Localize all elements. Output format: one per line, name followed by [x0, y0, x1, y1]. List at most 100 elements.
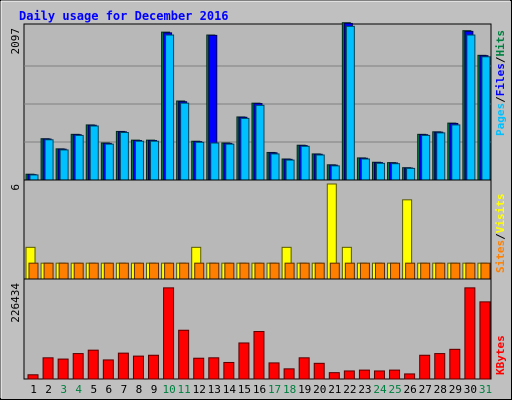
x-tick-label-day-12: 12 — [193, 383, 206, 396]
x-tick-label-day-26: 26 — [404, 383, 417, 396]
bar-kbytes-day-6 — [102, 359, 114, 380]
bar-pages-day-23 — [360, 158, 370, 181]
bar-sites-day-24 — [374, 262, 385, 280]
legend-kbytes: KBytes — [494, 335, 507, 375]
bar-pages-day-5 — [89, 125, 99, 181]
bar-sites-day-31 — [480, 262, 491, 280]
bar-pages-day-17 — [270, 153, 280, 181]
x-tick-label-day-27: 27 — [419, 383, 432, 396]
bar-pages-day-12 — [195, 141, 205, 181]
bar-pages-day-14 — [225, 143, 235, 181]
panel-top-ymax-label: 2097 — [9, 28, 22, 55]
x-tick-label-day-3: 3 — [60, 383, 67, 396]
bar-pages-day-24 — [375, 162, 385, 181]
legend-separator: / — [494, 96, 507, 103]
bar-kbytes-day-8 — [132, 355, 144, 380]
x-tick-label-day-21: 21 — [328, 383, 341, 396]
bar-sites-day-15 — [239, 262, 250, 280]
bar-pages-day-19 — [300, 145, 310, 181]
x-tick-label-day-8: 8 — [136, 383, 143, 396]
x-tick-label-day-29: 29 — [449, 383, 462, 396]
x-tick-label-day-15: 15 — [238, 383, 251, 396]
panel-bot: 226434 KBytes — [9, 278, 507, 380]
x-tick-label-day-10: 10 — [162, 383, 175, 396]
bar-kbytes-day-13 — [208, 357, 220, 380]
bar-kbytes-day-20 — [313, 362, 325, 380]
bar-sites-day-5 — [88, 262, 99, 280]
bar-pages-day-16 — [255, 104, 265, 181]
x-tick-label-day-24: 24 — [373, 383, 387, 396]
bar-sites-day-20 — [314, 262, 325, 280]
bar-sites-day-27 — [420, 262, 431, 280]
bar-sites-day-16 — [254, 262, 265, 280]
bar-kbytes-day-28 — [434, 353, 446, 380]
panel-mid-legend: Sites/Visits — [494, 194, 507, 274]
bar-kbytes-day-2 — [42, 357, 54, 380]
bar-sites-day-17 — [269, 262, 280, 280]
bar-pages-day-8 — [134, 140, 144, 181]
bar-kbytes-day-9 — [148, 354, 160, 380]
chart-panels: 2097Pages/Files/Hits6Sites/Visits226434K… — [9, 22, 507, 380]
bar-sites-day-7 — [118, 262, 129, 280]
x-tick-label-day-9: 9 — [151, 383, 158, 396]
bar-pages-day-15 — [240, 117, 250, 181]
bar-pages-day-7 — [119, 132, 129, 181]
bar-pages-day-30 — [466, 34, 476, 181]
legend-files: Files — [494, 63, 507, 96]
bar-pages-day-27 — [421, 134, 431, 181]
bar-sites-day-30 — [465, 262, 476, 280]
bar-kbytes-day-7 — [117, 352, 129, 380]
bar-pages-day-22 — [345, 25, 355, 181]
x-tick-label-day-2: 2 — [45, 383, 52, 396]
bar-pages-day-3 — [59, 149, 69, 181]
bar-pages-day-25 — [391, 163, 401, 181]
bar-sites-day-8 — [133, 262, 144, 280]
bar-sites-day-25 — [390, 262, 401, 280]
bar-pages-day-11 — [180, 102, 190, 181]
bar-pages-day-18 — [285, 159, 295, 181]
bar-sites-day-26 — [405, 262, 416, 280]
x-tick-label-day-16: 16 — [253, 383, 266, 396]
bar-pages-day-1 — [29, 174, 39, 181]
bar-pages-day-13 — [210, 142, 220, 181]
bar-kbytes-day-11 — [178, 329, 190, 380]
bar-sites-day-19 — [299, 262, 310, 280]
x-tick-label-day-1: 1 — [30, 383, 37, 396]
legend-separator: / — [494, 56, 507, 63]
x-tick-label-day-11: 11 — [178, 383, 191, 396]
bar-kbytes-day-12 — [193, 357, 205, 380]
bar-kbytes-day-17 — [268, 362, 280, 380]
bar-kbytes-day-14 — [223, 361, 235, 380]
bar-sites-day-29 — [450, 262, 461, 280]
bar-sites-day-11 — [179, 262, 190, 280]
bar-sites-day-14 — [224, 262, 235, 280]
bar-kbytes-day-18 — [283, 368, 295, 380]
bar-sites-day-9 — [149, 262, 160, 280]
bar-pages-day-4 — [74, 134, 84, 181]
legend-separator: / — [494, 233, 507, 240]
legend-hits: Hits — [494, 30, 507, 57]
x-tick-label-day-30: 30 — [464, 383, 477, 396]
bar-kbytes-day-1 — [27, 374, 39, 380]
bar-pages-day-10 — [165, 34, 175, 181]
bar-kbytes-day-15 — [238, 342, 250, 380]
x-tick-label-day-13: 13 — [208, 383, 221, 396]
bar-pages-day-2 — [44, 139, 54, 181]
bar-pages-day-6 — [104, 143, 114, 181]
bar-kbytes-day-16 — [253, 331, 265, 380]
bar-kbytes-day-26 — [404, 373, 416, 380]
bar-kbytes-day-25 — [389, 369, 401, 380]
bar-sites-day-2 — [43, 262, 54, 280]
bar-sites-day-1 — [28, 262, 39, 280]
bar-kbytes-day-10 — [163, 287, 175, 380]
bar-sites-day-28 — [435, 262, 446, 280]
legend-sites: Sites — [494, 240, 507, 273]
legend-pages: Pages — [494, 103, 507, 136]
bar-pages-day-28 — [436, 132, 446, 181]
legend-visits: Visits — [494, 194, 507, 234]
x-tick-label-day-20: 20 — [313, 383, 326, 396]
x-tick-label-day-14: 14 — [223, 383, 237, 396]
x-tick-label-day-6: 6 — [106, 383, 113, 396]
